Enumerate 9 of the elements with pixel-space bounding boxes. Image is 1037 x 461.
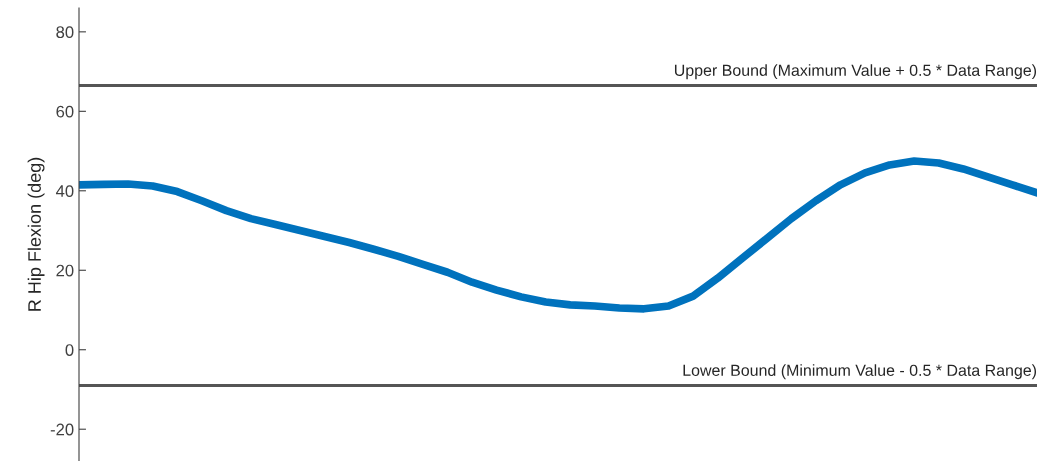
y-tick-label: 20: [56, 264, 74, 277]
ref-line-label: Upper Bound (Maximum Value + 0.5 * Data Range): [674, 64, 1037, 80]
y-tick-label: 80: [56, 26, 74, 39]
y-tick-label: 40: [55, 185, 74, 197]
y-tick-label: 60: [56, 105, 74, 118]
y-axis-title: R Hip Flexion (deg): [27, 157, 45, 311]
ref-line-label: Lower Bound (Minimum Value - 0.5 * Data Range): [683, 364, 1037, 380]
y-tick-label: -20: [50, 423, 74, 436]
y-tick-label: 0: [65, 344, 74, 356]
